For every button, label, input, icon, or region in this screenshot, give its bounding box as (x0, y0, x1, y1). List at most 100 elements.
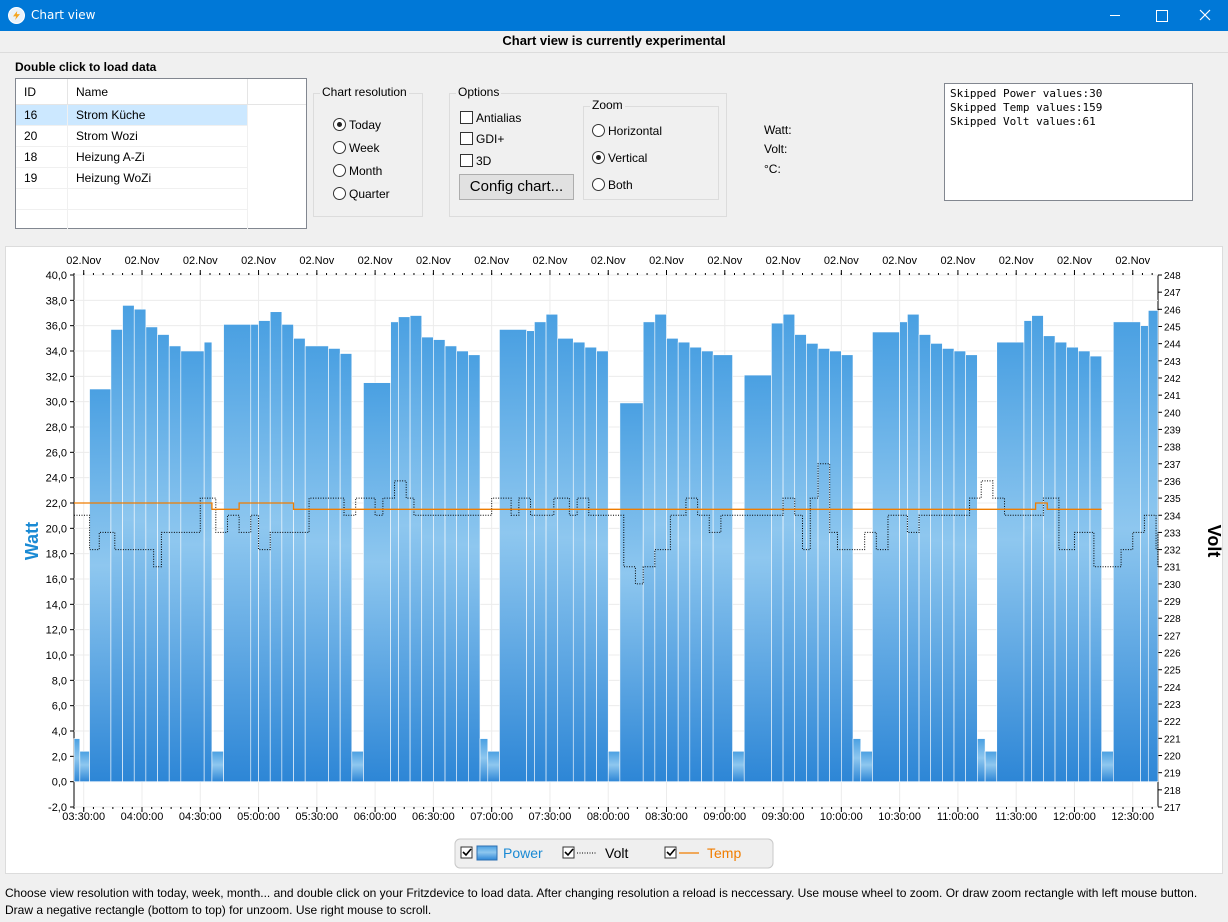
power-bar (572, 341, 586, 782)
x-tick-label: 04:30:00 (179, 811, 222, 823)
power-bar (872, 331, 900, 782)
x-top-tick-label: 02.Nov (766, 255, 801, 267)
check-label: GDI+ (476, 132, 505, 146)
power-bar (1089, 355, 1102, 782)
close-button[interactable] (1182, 0, 1228, 31)
radio-button[interactable] (333, 164, 346, 177)
divider (0, 52, 1228, 53)
chart-resolution-group: Chart resolution Today Week Month Quarte… (313, 85, 423, 217)
y-right-tick-label: 238 (1164, 443, 1181, 454)
radio-button[interactable] (333, 141, 346, 154)
checkbox[interactable] (460, 111, 473, 124)
y-right-tick-label: 226 (1164, 649, 1181, 660)
x-top-tick-label: 02.Nov (241, 255, 276, 267)
y-left-tick-label: 30,0 (46, 397, 67, 409)
power-bar (965, 354, 978, 782)
radio-label: Horizontal (608, 124, 663, 138)
minimize-button[interactable] (1092, 0, 1138, 31)
radio-button[interactable] (592, 124, 605, 137)
power-bar (456, 350, 469, 782)
power-bar (557, 338, 574, 782)
chart-area[interactable]: -2,0 0,0 2,0 4,0 6,0 8,0 10,0 12,0 14,0 16,0 18,0 2… (5, 246, 1224, 875)
power-bar (1066, 346, 1079, 782)
y-left-tick-label: 20,0 (46, 523, 67, 535)
power-bar (133, 308, 147, 782)
power-bar (89, 388, 112, 782)
check-label: 3D (476, 154, 492, 168)
power-bar (817, 348, 830, 782)
y-left-tick-label: 34,0 (46, 346, 67, 358)
skipped-values-log[interactable]: Skipped Power values:30 Skipped Temp val… (944, 83, 1193, 201)
power-bar (479, 738, 489, 782)
column-header-id[interactable]: ID (16, 79, 68, 105)
power-bar (398, 316, 411, 782)
power-volt-temp-chart[interactable]: -2,0 0,0 2,0 4,0 6,0 8,0 10,0 12,0 14,0 16,0 18,0 2… (6, 247, 1224, 875)
power-bar (953, 350, 966, 782)
config-chart-button[interactable]: Config chart... (459, 174, 574, 200)
power-bar (794, 334, 807, 782)
x-tick-label: 05:00:00 (237, 811, 280, 823)
x-tick-label: 10:00:00 (820, 811, 863, 823)
y-right-tick-label: 225 (1164, 666, 1181, 677)
checkbox[interactable] (460, 132, 473, 145)
power-bar (545, 313, 559, 782)
device-row-19[interactable]: 19 Heizung WoZi (16, 168, 306, 189)
y-right-tick-label: 239 (1164, 425, 1181, 436)
column-header-name[interactable]: Name (68, 79, 248, 105)
title-bar: Chart view (0, 0, 1228, 31)
checkbox[interactable] (460, 154, 473, 167)
y-right-tick-label: 247 (1164, 288, 1181, 299)
power-bar (433, 339, 446, 782)
y-right-tick-label: 245 (1164, 322, 1181, 333)
device-id: 16 (16, 105, 68, 126)
chart-legend (454, 838, 774, 869)
y-left-tick-label: 32,0 (46, 371, 67, 383)
options-title: Options (456, 85, 502, 99)
device-list[interactable]: ID Name 16 Strom Küche 20 Strom Wozi 18 … (15, 78, 307, 229)
radio-button[interactable] (333, 118, 346, 131)
power-bar (409, 315, 423, 782)
power-bar (145, 326, 158, 782)
x-top-tick-label: 02.Nov (999, 255, 1034, 267)
y-right-tick-label: 220 (1164, 752, 1181, 763)
power-bar (584, 346, 597, 782)
y-left-tick-label: 16,0 (46, 574, 67, 586)
x-top-tick-label: 02.Nov (358, 255, 393, 267)
x-tick-label: 11:30:00 (995, 811, 1037, 823)
y-right-tick-label: 230 (1164, 580, 1181, 591)
radio-button[interactable] (592, 151, 605, 164)
y-right-tick-label: 248 (1164, 271, 1181, 282)
power-bar (180, 350, 205, 782)
power-bar (526, 330, 535, 782)
y-right-tick-label: 237 (1164, 460, 1181, 471)
device-row-20[interactable]: 20 Strom Wozi (16, 126, 306, 147)
radio-button[interactable] (333, 187, 346, 200)
radio-label: Quarter (349, 187, 390, 201)
device-row-18[interactable]: 18 Heizung A-Zi (16, 147, 306, 168)
power-bar (677, 341, 691, 782)
x-tick-label: 11:00:00 (937, 811, 979, 823)
legend-check-mark (462, 848, 472, 857)
power-bar (110, 329, 123, 782)
maximize-button[interactable] (1138, 0, 1184, 31)
device-row-16[interactable]: 16 Strom Küche (16, 105, 306, 126)
y-left-tick-label: 38,0 (46, 295, 67, 307)
power-bar (860, 750, 873, 782)
radio-label: Month (349, 164, 383, 178)
x-tick-label: 09:00:00 (703, 811, 746, 823)
temp-line (74, 502, 1102, 510)
legend-label: Temp (707, 845, 741, 861)
radio-button[interactable] (592, 178, 605, 191)
x-top-tick-label: 02.Nov (882, 255, 917, 267)
x-tick-label: 05:30:00 (295, 811, 338, 823)
device-name: Strom Küche (68, 105, 248, 126)
y-right-tick-label: 217 (1164, 803, 1181, 814)
power-bar (899, 321, 908, 782)
power-bar (339, 353, 353, 782)
device-list-label: Double click to load data (15, 60, 157, 74)
y-right-tick-label: 222 (1164, 717, 1181, 728)
volt-readout: Volt: (764, 142, 788, 156)
x-top-tick-label: 02.Nov (1057, 255, 1092, 267)
y-right-tick-label: 233 (1164, 528, 1181, 539)
y-left-tick-label: 0,0 (52, 777, 67, 789)
